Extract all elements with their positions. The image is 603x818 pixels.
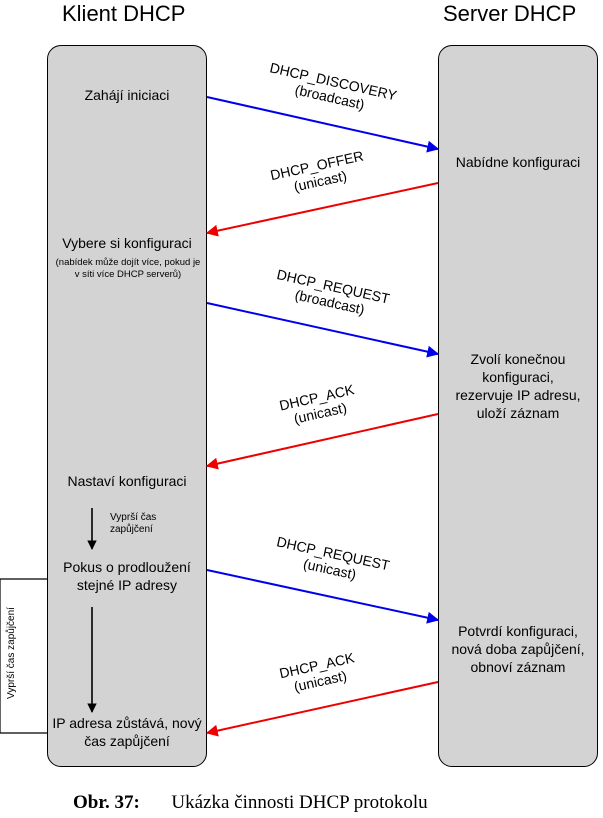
server-lane	[438, 45, 598, 767]
label-request-2: DHCP_REQUEST (unicast)	[275, 533, 391, 582]
client-step-renew-attempt: Pokus o prodloužení stejné IP adresy	[63, 559, 191, 593]
client-header: Klient DHCP	[62, 1, 186, 26]
arrow-request-2	[206, 569, 440, 624]
figure-caption-text: Ukázka činnosti DHCP protokolu	[171, 792, 428, 813]
arrow-ack-1	[205, 413, 439, 470]
server-step-reserve: Zvolí konečnou konfiguraci, rezervuje IP…	[455, 351, 581, 421]
client-step-choose-note: (nabídek může dojít více, pokud je v sít…	[55, 257, 201, 280]
label-offer: DHCP_OFFER (unicast)	[269, 147, 365, 194]
arrow-request-1	[206, 302, 440, 358]
client-step-configure: Nastaví konfiguraci	[67, 473, 187, 489]
arrow-discovery	[206, 96, 440, 153]
server-step-offer: Nabídne konfiguraci	[455, 154, 581, 170]
label-discovery: DHCP_DISCOVERY (broadcast)	[268, 59, 399, 112]
arrow-offer	[205, 182, 439, 237]
client-lane	[47, 45, 207, 767]
label-ack-2: DHCP_ACK (unicast)	[278, 649, 357, 694]
label-request-1: DHCP_REQUEST (broadcast)	[275, 266, 391, 317]
lease-loop	[0, 578, 47, 734]
server-step-confirm: Potvrdí konfiguraci, nová doba zapůjčení…	[451, 623, 585, 675]
client-step-choose: Vybere si konfiguraci	[62, 235, 192, 251]
server-header: Server DHCP	[443, 1, 577, 26]
arrow-ack-2	[205, 681, 439, 737]
message-flow: DHCP_DISCOVERY (broadcast) DHCP_OFFER (u…	[0, 59, 440, 737]
client-step-keep-ip: IP adresa zůstává, nový čas zapůjčení	[52, 715, 202, 749]
label-ack-1: DHCP_ACK (unicast)	[278, 381, 357, 427]
figure-caption-label: Obr. 37:	[73, 792, 140, 813]
lease-expired-inner-label: Vyprší čas zapůjčení	[110, 512, 157, 535]
figure-caption: Obr. 37: Ukázka činnosti DHCP protokolu	[73, 792, 428, 814]
client-step-start: Zahájí iniciaci	[84, 87, 170, 103]
